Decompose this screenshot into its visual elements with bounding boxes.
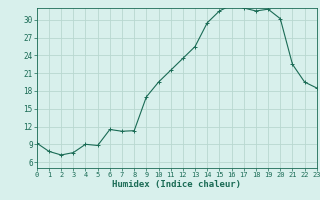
X-axis label: Humidex (Indice chaleur): Humidex (Indice chaleur) xyxy=(112,180,241,189)
